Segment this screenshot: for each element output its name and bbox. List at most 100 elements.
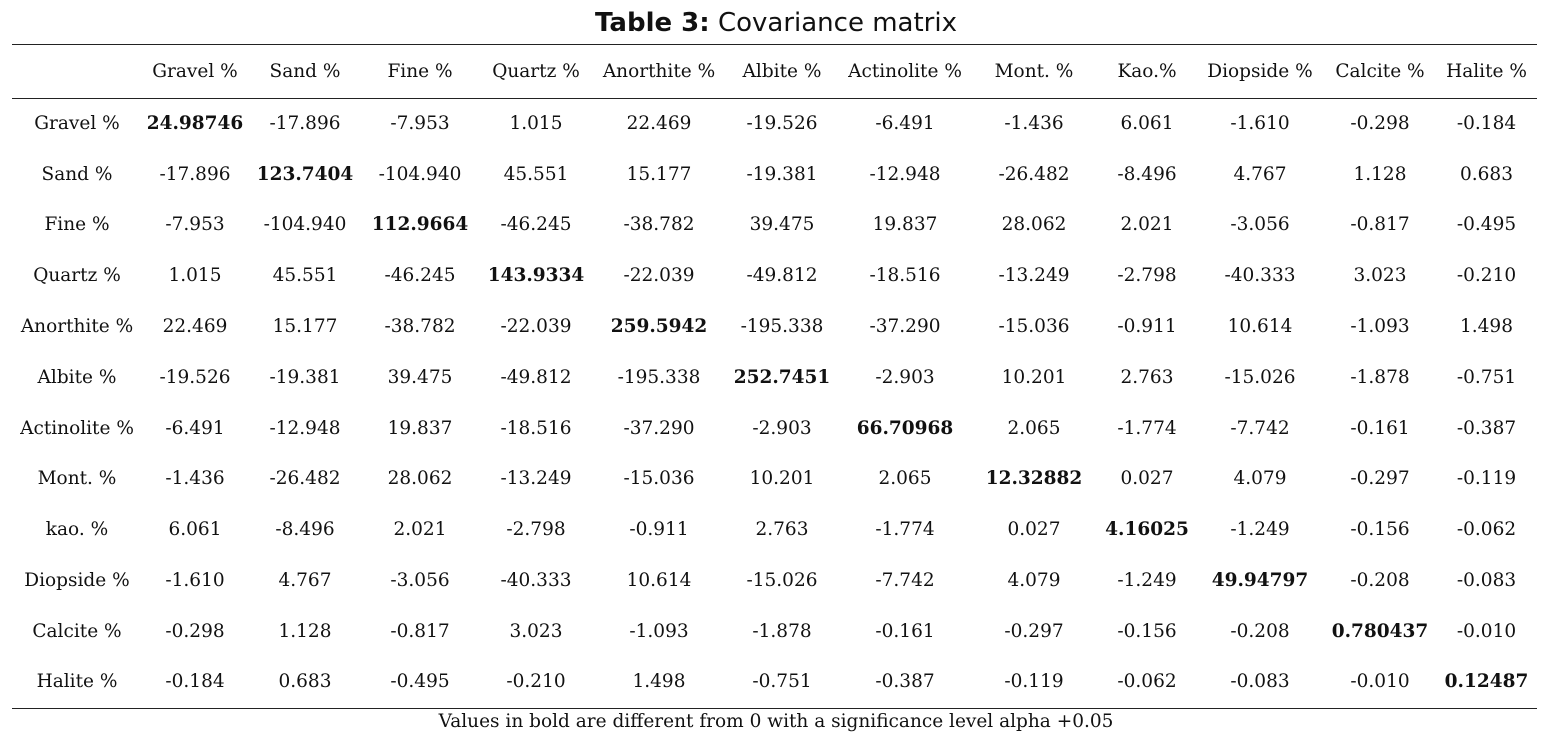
table-cell: -0.083 xyxy=(1196,657,1324,709)
row-header: Diopside % xyxy=(24,570,130,592)
diagonal-cell: 112.9664 xyxy=(371,214,469,236)
table-cell: 22.469 xyxy=(626,113,692,135)
table-cell: -19.526 xyxy=(159,366,231,388)
column-header: Fine % xyxy=(362,44,478,99)
table-cell: -0.495 xyxy=(1456,214,1517,236)
row-header: Anorthite % xyxy=(20,316,134,338)
table-row: kao. % 6.061 -8.496 2.021 -2.798 -0.911 2.763 -… xyxy=(12,505,1537,556)
table-cell: -0.210 xyxy=(478,657,594,709)
column-header: Actinolite % xyxy=(840,44,970,99)
table-cell: 6.061 xyxy=(168,519,222,541)
table-cell: -3.056 xyxy=(390,570,450,592)
table-cell: -15.036 xyxy=(998,316,1070,338)
table-cell: -12.948 xyxy=(269,417,341,439)
table-cell: 2.021 xyxy=(1120,214,1174,236)
table-cell: 4.079 xyxy=(1233,468,1287,490)
diagonal-cell: 4.16025 xyxy=(1105,519,1189,541)
table-cell: -0.817 xyxy=(1350,214,1410,236)
table-row: Gravel % 24.98746 -17.896 -7.953 1.015 22.469… xyxy=(12,99,1537,150)
table-cell: 2.065 xyxy=(1007,417,1061,439)
table-cell: 1.015 xyxy=(168,265,222,287)
table-cell: -26.482 xyxy=(998,163,1070,185)
table-cell: -40.333 xyxy=(1224,265,1296,287)
table-cell: 19.837 xyxy=(872,214,938,236)
row-header: Calcite % xyxy=(32,620,122,642)
row-header: Quartz % xyxy=(33,265,121,287)
row-header: kao. % xyxy=(45,519,109,541)
diagonal-cell: 143.9334 xyxy=(487,265,585,287)
table-cell: -0.156 xyxy=(1350,519,1410,541)
table-cell: 1.498 xyxy=(1460,316,1513,338)
table-cell: -1.093 xyxy=(629,620,689,642)
table-cell: -2.798 xyxy=(1117,265,1177,287)
table-cell: -0.156 xyxy=(1117,620,1177,642)
table-cell: -0.298 xyxy=(1350,113,1410,135)
table-cell: -26.482 xyxy=(269,468,341,490)
table-cell: -37.290 xyxy=(623,417,695,439)
table-cell: 4.767 xyxy=(278,570,332,592)
column-header: Sand % xyxy=(248,44,362,99)
table-cell: -15.036 xyxy=(623,468,695,490)
table-cell: -13.249 xyxy=(500,468,572,490)
diagonal-cell: 0.780437 xyxy=(1331,620,1429,642)
table-cell: -2.798 xyxy=(506,519,566,541)
table-cell: -6.491 xyxy=(165,417,225,439)
table-cell: -1.878 xyxy=(752,620,812,642)
table-cell: 10.201 xyxy=(749,468,815,490)
table-cell: -38.782 xyxy=(623,214,695,236)
table-cell: 0.027 xyxy=(1007,519,1061,541)
table-cell: -0.297 xyxy=(1004,620,1064,642)
table-cell: -8.496 xyxy=(275,519,335,541)
column-header: Mont. % xyxy=(970,44,1098,99)
table-cell: 28.062 xyxy=(1001,214,1067,236)
column-header: Calcite % xyxy=(1324,44,1436,99)
table-cell: -3.056 xyxy=(1230,214,1290,236)
table-cell: -0.161 xyxy=(1350,417,1410,439)
table-cell: -0.083 xyxy=(1456,570,1517,592)
table-cell: -1.774 xyxy=(875,519,935,541)
column-header: Diopside % xyxy=(1196,44,1324,99)
table-cell: -40.333 xyxy=(500,570,572,592)
table-cell: -0.210 xyxy=(1456,265,1517,287)
table-cell: 39.475 xyxy=(387,366,453,388)
table-cell: -15.026 xyxy=(1224,366,1296,388)
table-cell: 2.763 xyxy=(755,519,809,541)
table-cell: 4.079 xyxy=(1007,570,1061,592)
table-number: Table 3: xyxy=(595,8,710,38)
table-cell: -104.940 xyxy=(378,163,462,185)
row-header: Halite % xyxy=(12,657,142,709)
table-cell: -19.526 xyxy=(746,113,818,135)
column-header: Kao.% xyxy=(1098,44,1196,99)
column-header: Anorthite % xyxy=(594,44,724,99)
table-cell: -0.911 xyxy=(629,519,689,541)
table-cell: -0.010 xyxy=(1324,657,1436,709)
table-cell: -0.119 xyxy=(970,657,1098,709)
table-cell: 1.128 xyxy=(1353,163,1407,185)
table-cell: -46.245 xyxy=(384,265,456,287)
row-header: Fine % xyxy=(44,214,110,236)
table-cell: 45.551 xyxy=(272,265,338,287)
table-cell: 2.021 xyxy=(393,519,447,541)
table-row: Mont. % -1.436 -26.482 28.062 -13.249 -15.036… xyxy=(12,454,1537,505)
table-cell: 3.023 xyxy=(1353,265,1407,287)
diagonal-cell: 66.70968 xyxy=(856,417,954,439)
table-cell: 28.062 xyxy=(387,468,453,490)
table-cell: -0.119 xyxy=(1456,468,1517,490)
column-header: Albite % xyxy=(724,44,840,99)
table-cell: -1.878 xyxy=(1350,366,1410,388)
table-cell: -0.062 xyxy=(1098,657,1196,709)
diagonal-cell: 12.32882 xyxy=(985,468,1083,490)
table-cell: 10.201 xyxy=(1001,366,1067,388)
table-cell: -38.782 xyxy=(384,316,456,338)
row-header: Actinolite % xyxy=(20,417,134,439)
table-cell: -1.093 xyxy=(1350,316,1410,338)
table-cell: -49.812 xyxy=(746,265,818,287)
table-cell: -1.774 xyxy=(1117,417,1177,439)
table-cell: 15.177 xyxy=(272,316,338,338)
table-cell: -0.495 xyxy=(362,657,478,709)
table-cell: 2.065 xyxy=(878,468,932,490)
table-cell: 1.498 xyxy=(594,657,724,709)
table-cell: 0.027 xyxy=(1120,468,1174,490)
table-cell: -1.249 xyxy=(1230,519,1290,541)
table-cell: -104.940 xyxy=(263,214,347,236)
